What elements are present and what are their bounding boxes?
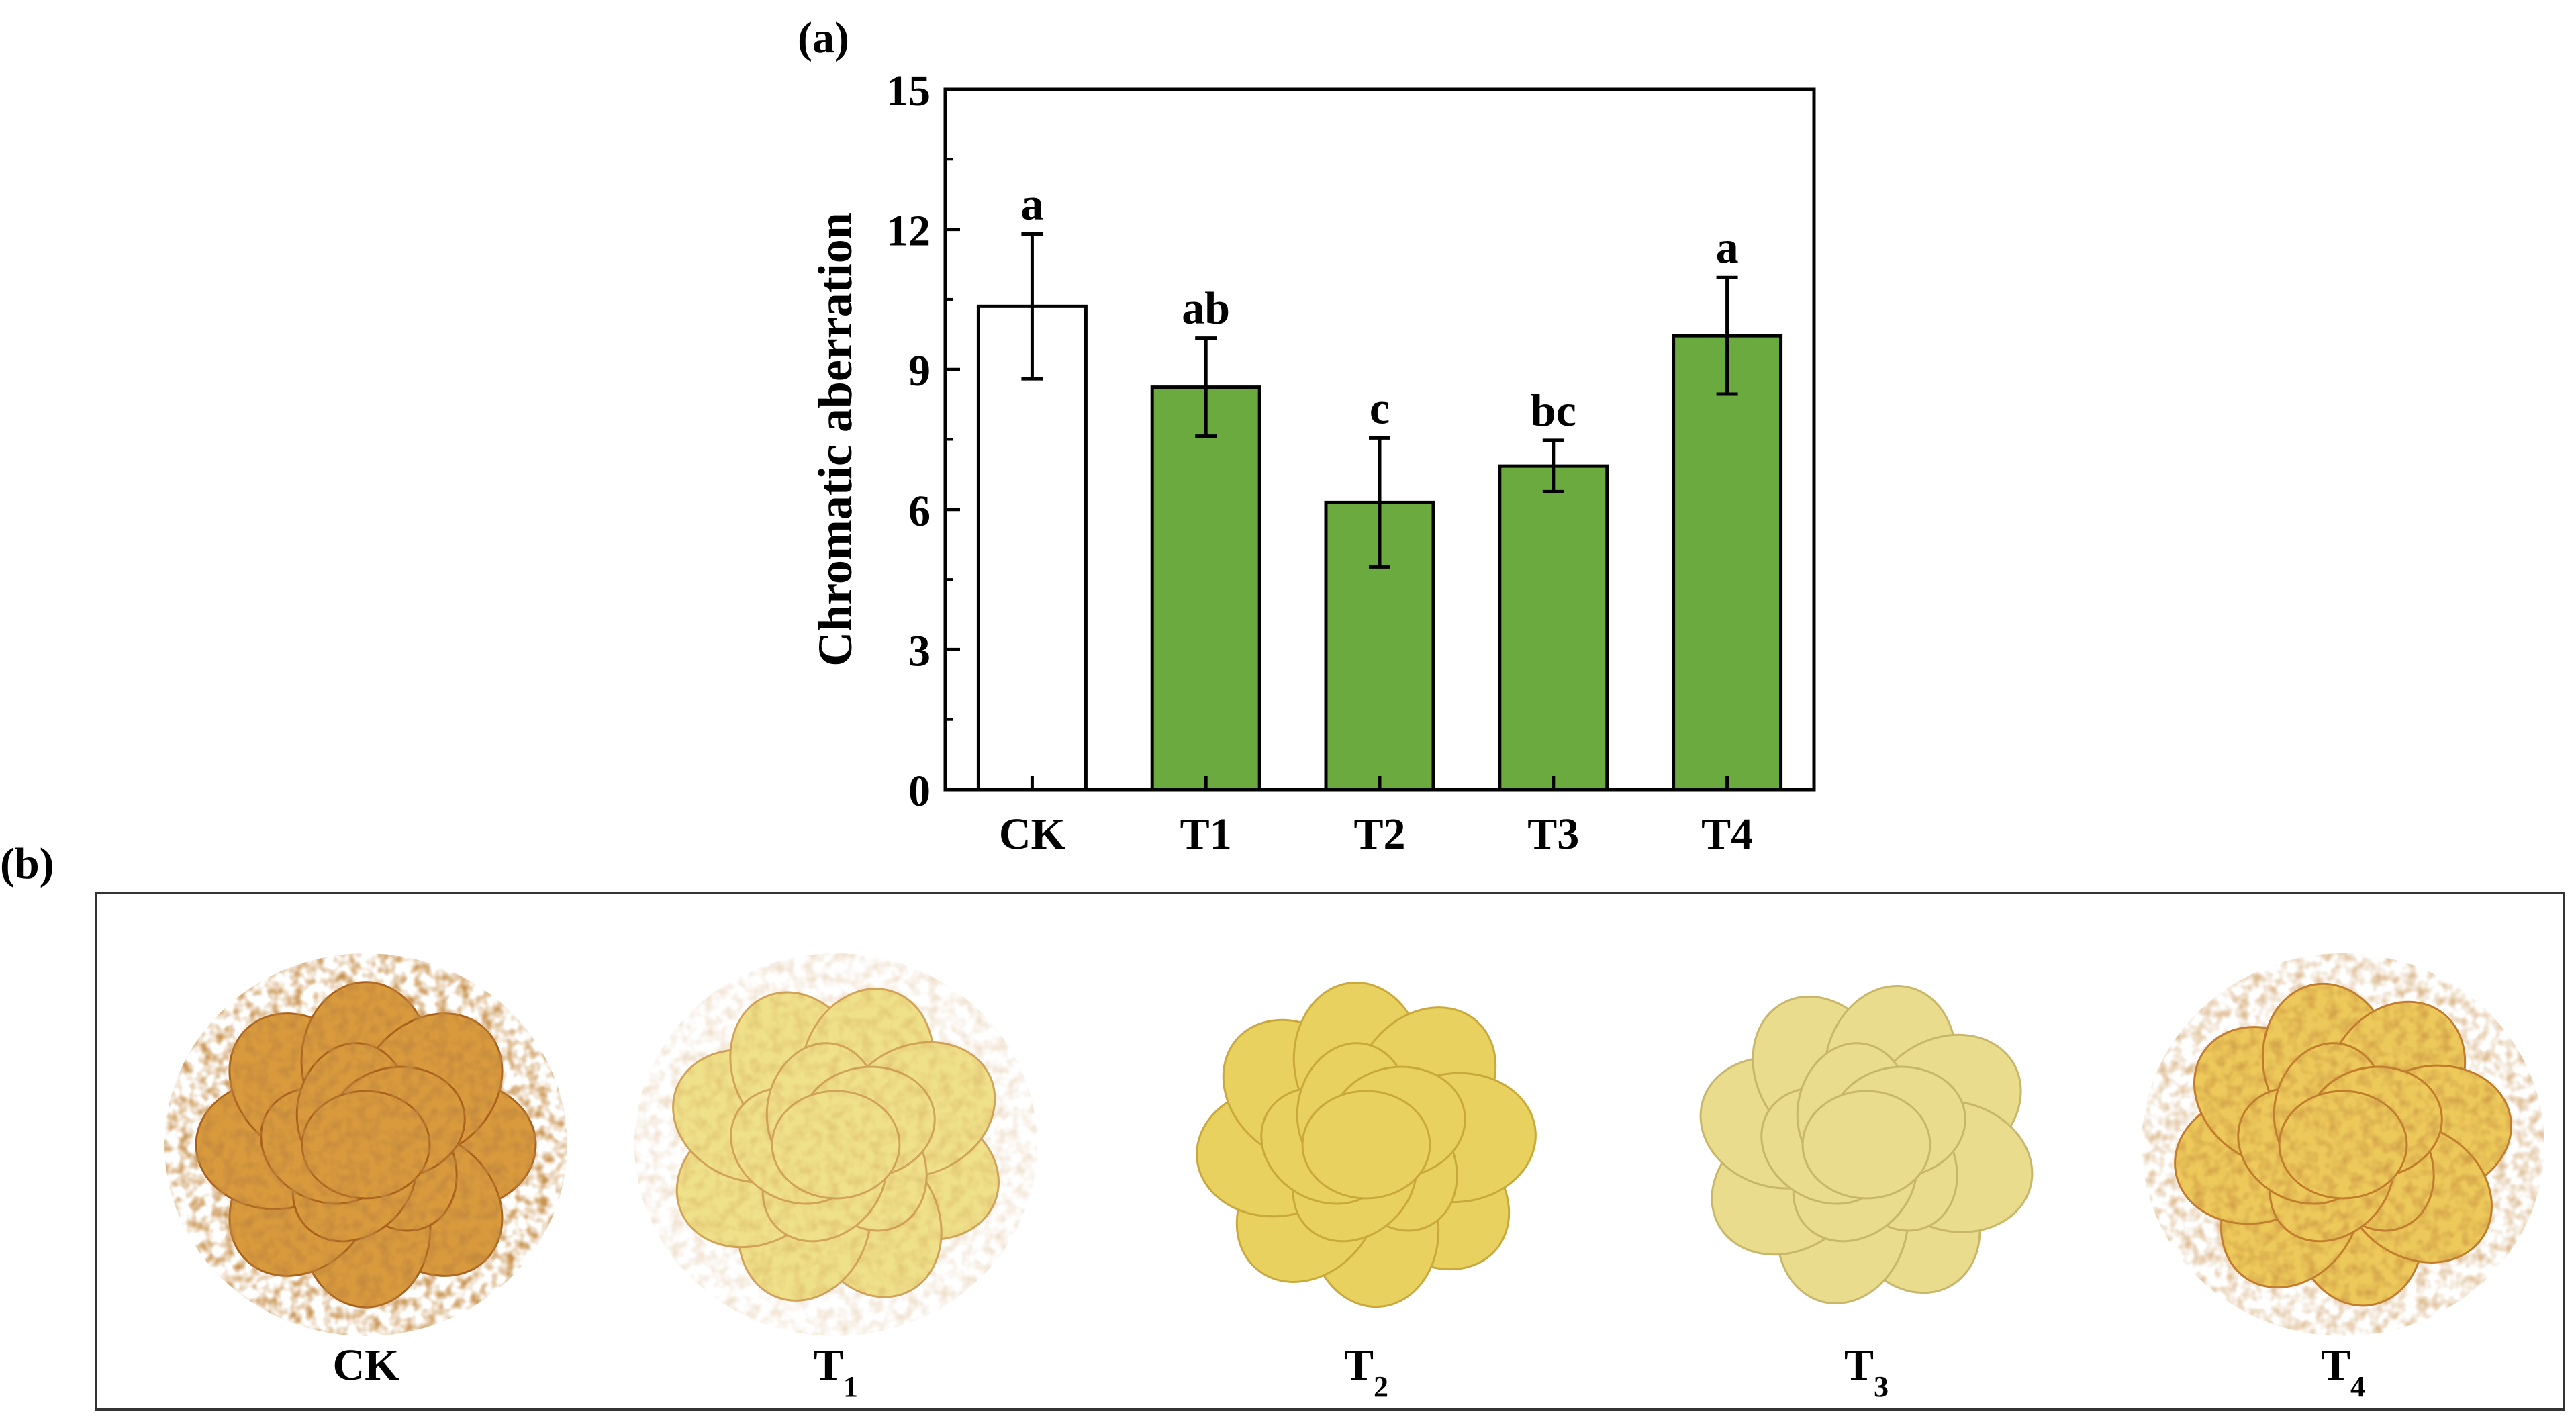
panel-a-label: (a) [798,13,849,62]
photo-label: T2 [1344,1341,1388,1403]
y-tick-label: 12 [886,207,931,256]
chip-photo-t4: T4 [2142,953,2544,1403]
photo-label: T1 [814,1341,858,1403]
browning-spots [2142,953,2544,1336]
y-axis-label: Chromatic aberration [808,212,862,667]
x-tick-label: T2 [1353,810,1405,859]
photo-label-subscript: 1 [843,1370,858,1403]
significance-label: a [1716,222,1739,273]
chip [1301,1090,1431,1200]
bar-t1 [1150,385,1261,792]
significance-label: a [1020,179,1043,230]
significance-label: bc [1531,385,1576,436]
photo-label-subscript: 3 [1874,1370,1889,1403]
y-tick-label: 9 [908,346,931,395]
chip-photo-t2: T2 [1196,981,1537,1403]
significance-label: c [1370,382,1390,433]
significance-label: ab [1182,283,1230,334]
chip-photo-t3: T3 [1699,984,2034,1403]
photo-label: T3 [1844,1341,1889,1403]
y-tick-label: 6 [908,487,931,536]
photo-label: T4 [2321,1341,2365,1403]
y-tick-label: 0 [908,767,931,816]
bar-chart: 0 3 6 9 12 15 Chromatic aberration a CK ab T1 c T2 bc… [808,66,1816,859]
y-tick-label: 15 [886,66,931,115]
x-tick-label: T4 [1701,810,1753,859]
photo-label-subscript: 2 [1374,1370,1388,1403]
bar-t4 [1672,334,1783,792]
y-axis: 0 3 6 9 12 15 [886,66,960,816]
bar-t3 [1498,464,1609,792]
chip-photo-t1: T1 [634,953,1037,1403]
panel-b-label: (b) [0,839,54,888]
photo-panel: CK T1 T2 T3 T4 [164,953,2544,1403]
browning-spots [634,953,1037,1336]
y-tick-label: 3 [908,626,931,675]
photo-panel-frame [95,892,2565,1411]
browning-spots [164,953,567,1336]
chip [1801,1090,1931,1200]
x-tick-label: T1 [1180,810,1232,859]
x-tick-label: CK [999,810,1065,859]
photo-label: CK [333,1341,399,1390]
x-tick-label: T3 [1527,810,1579,859]
chip-photo-ck: CK [164,953,567,1390]
photo-label-subscript: 4 [2350,1370,2365,1403]
